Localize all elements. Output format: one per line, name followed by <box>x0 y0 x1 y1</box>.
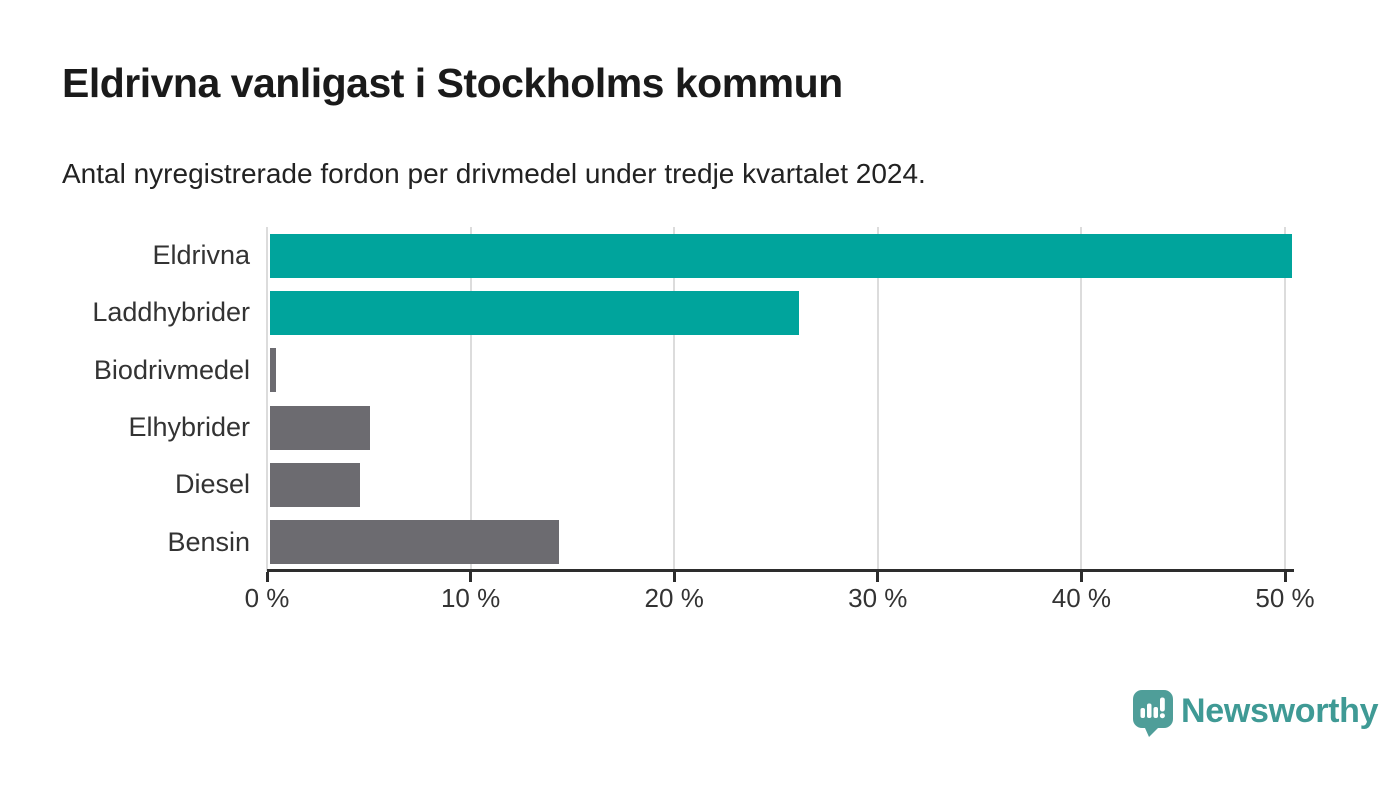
category-label-diesel: Diesel <box>174 469 250 500</box>
gridline-10 <box>469 227 472 571</box>
x-tick-label-0: 0 % <box>244 583 290 613</box>
category-labels: Eldrivna Laddhybrider Biodrivmedel Elhybrid… <box>40 227 250 571</box>
chart-title: Eldrivna vanligast i Stockholms kommun <box>62 60 843 106</box>
x-tick-label-50: 50 % <box>1255 583 1315 613</box>
x-tick-label-20: 20 % <box>644 583 704 613</box>
category-label-biodrivmedel: Biodrivmedel <box>93 354 250 385</box>
bar-diesel <box>270 463 360 507</box>
bar-elhybrider <box>270 405 370 450</box>
gridline-40 <box>1080 227 1083 571</box>
newsworthy-brand-text: Newsworthy <box>1181 692 1379 730</box>
x-tick-label-30: 30 % <box>848 583 908 613</box>
gridline-30 <box>876 227 879 571</box>
x-tick-20 <box>672 572 676 582</box>
bar-laddhybrider <box>270 291 800 335</box>
plot-area <box>266 227 1293 571</box>
bar-bensin <box>270 520 560 565</box>
newsworthy-logo-icon <box>1133 690 1173 737</box>
category-label-bensin: Bensin <box>167 526 250 557</box>
category-label-laddhybrider: Laddhybrider <box>92 297 250 328</box>
x-tick-0 <box>265 572 269 582</box>
gridline-50 <box>1284 227 1286 571</box>
x-tick-50 <box>1283 572 1287 582</box>
x-axis-line <box>267 569 1294 572</box>
x-tick-30 <box>876 572 880 582</box>
x-tick-10 <box>469 572 473 582</box>
bar-eldrivna <box>270 233 1293 278</box>
category-label-eldrivna: Eldrivna <box>152 240 250 271</box>
gridline-0 <box>266 227 268 571</box>
gridline-20 <box>673 227 676 571</box>
bar-biodrivmedel <box>270 348 277 393</box>
chart-subtitle: Antal nyregistrerade fordon per drivmede… <box>62 158 926 189</box>
x-tick-label-40: 40 % <box>1051 583 1112 613</box>
category-label-elhybrider: Elhybrider <box>128 412 250 443</box>
x-tick-40 <box>1079 572 1083 582</box>
x-tick-label-10: 10 % <box>440 583 501 613</box>
